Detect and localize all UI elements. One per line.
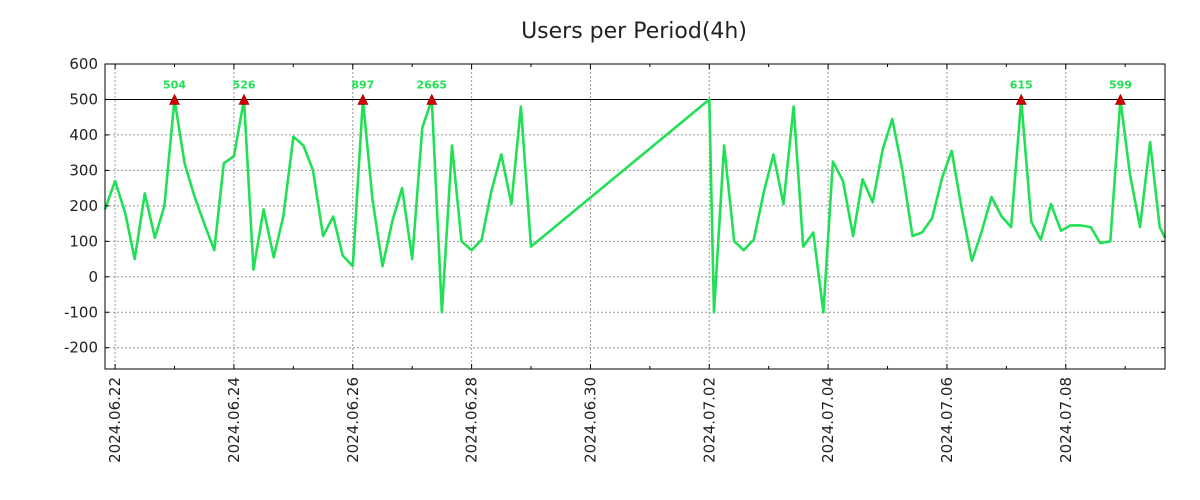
x-tick-label: 2024.06.30: [581, 377, 599, 463]
plot-area: [104, 63, 1166, 370]
x-tick-label: 2024.06.24: [225, 377, 243, 463]
x-axis-ticks: 2024.06.22 2024.06.24 2024.06.26 2024.06.28…: [106, 64, 1126, 463]
cap-value-label: 897: [351, 78, 374, 91]
cap-marker: [357, 93, 369, 105]
cap-marker: [1015, 93, 1027, 105]
y-tick-label: 500: [69, 90, 98, 108]
y-axis-ticks: 600 500 400 300 200 100 0 -100 -200: [64, 55, 1165, 357]
y-tick-label: 200: [69, 197, 98, 215]
series-line-users: [103, 98, 1167, 314]
cap-value-label: 2665: [416, 78, 447, 91]
y-tick-label: 300: [69, 161, 98, 179]
x-tick-label: 2024.07.08: [1057, 377, 1075, 463]
y-tick-label: -200: [64, 339, 98, 357]
y-tick-label: 100: [69, 232, 98, 250]
cap-value-label: 615: [1010, 78, 1033, 91]
cap-marker: [426, 93, 438, 105]
series-layer: [103, 98, 1167, 314]
x-tick-label: 2024.06.28: [463, 377, 481, 463]
cap-value-label: 526: [233, 78, 256, 91]
cap-marker: [238, 93, 250, 105]
x-tick-label: 2024.07.04: [819, 377, 837, 463]
x-tick-label: 2024.06.26: [344, 377, 362, 463]
cap-markers: 504 526 897 2665 615 599: [163, 78, 1132, 105]
cap-value-label: 504: [163, 78, 186, 91]
x-tick-label: 2024.07.02: [700, 377, 718, 463]
cap-marker: [1114, 93, 1126, 105]
y-tick-label: 400: [69, 126, 98, 144]
cap-value-label: 599: [1109, 78, 1132, 91]
y-tick-label: 0: [88, 268, 98, 286]
cap-marker: [169, 93, 181, 105]
y-tick-label: 600: [69, 55, 98, 73]
x-tick-label: 2024.07.06: [938, 377, 956, 463]
y-tick-label: -100: [64, 303, 98, 321]
x-tick-label: 2024.06.22: [106, 377, 124, 463]
chart-title: Users per Period(4h): [521, 19, 747, 44]
